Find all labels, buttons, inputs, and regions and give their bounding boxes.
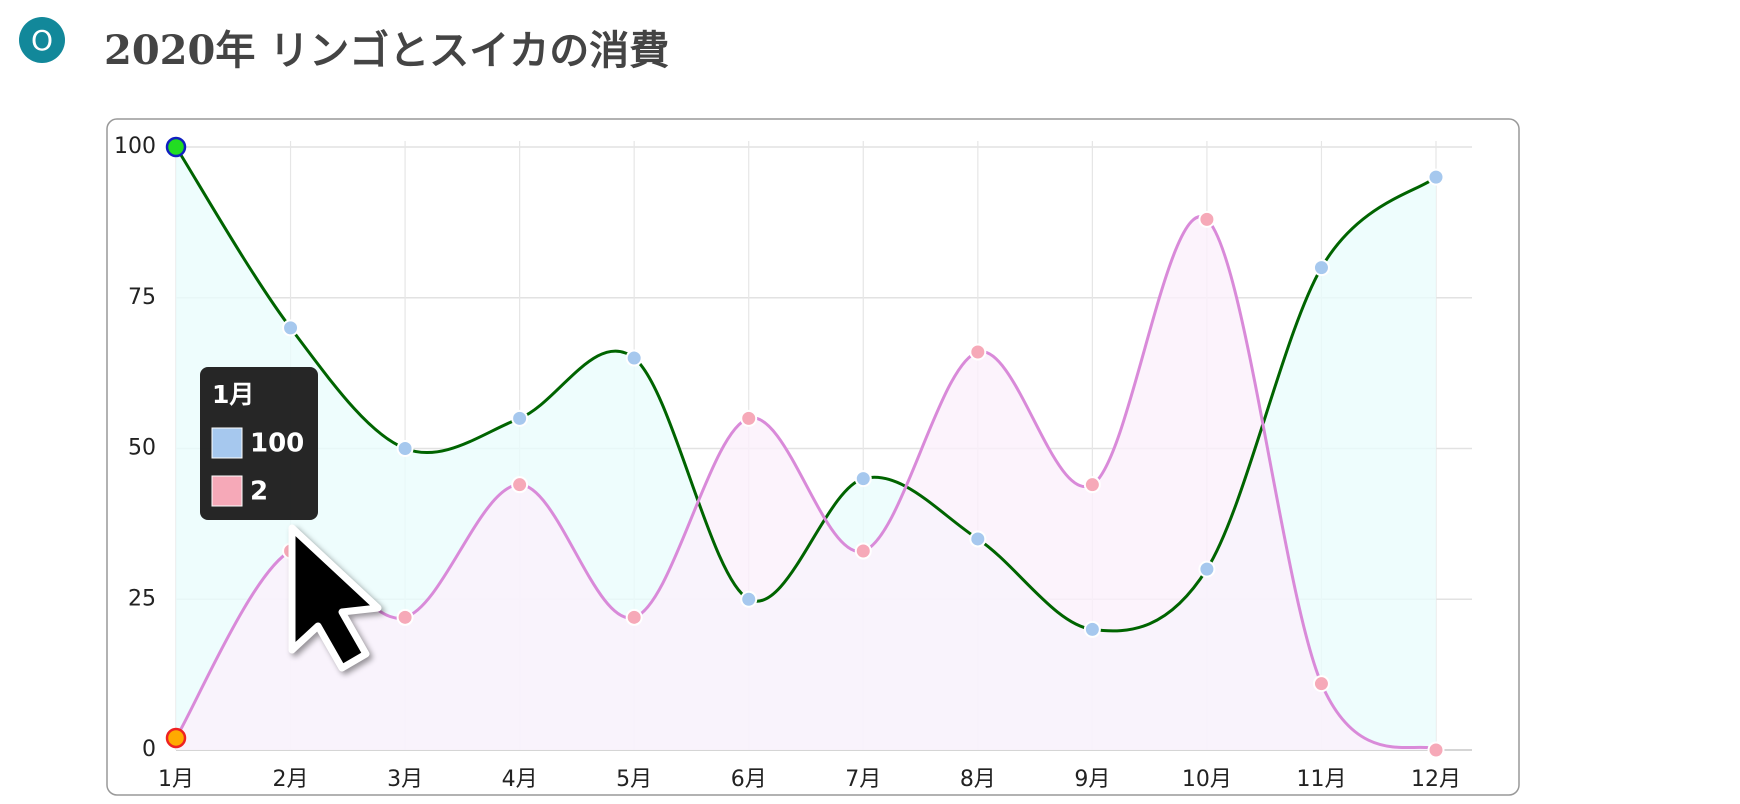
x-tick-label: 2月 — [273, 767, 309, 792]
y-tick-label: 50 — [128, 436, 156, 461]
series-line — [174, 146, 1437, 633]
point — [1198, 560, 1216, 578]
point — [625, 349, 643, 367]
y-tick-label: 100 — [114, 134, 156, 159]
badge-circle — [19, 17, 65, 63]
tooltip-swatch — [211, 475, 243, 507]
point — [1312, 675, 1330, 693]
point — [396, 608, 414, 626]
tooltip[interactable]: 1月 100 2 — [200, 367, 318, 520]
point — [1312, 259, 1330, 277]
x-tick-label: 7月 — [845, 767, 881, 792]
x-tick-label: 5月 — [616, 767, 652, 792]
point — [1083, 620, 1101, 638]
series-area — [176, 216, 1436, 751]
point — [1198, 210, 1216, 228]
tooltip-value: 2 — [250, 477, 268, 507]
x-tick-label: 9月 — [1074, 767, 1110, 792]
chart-title: 2020年 リンゴとスイカの消費 — [104, 27, 669, 74]
point — [854, 470, 872, 488]
x-tick-label: 4月 — [502, 767, 538, 792]
x-tick-label: 12月 — [1411, 767, 1461, 792]
tooltip-swatch — [211, 427, 243, 459]
y-tick-label: 25 — [128, 586, 156, 611]
point — [625, 608, 643, 626]
y-tick-label: 0 — [142, 737, 156, 762]
cursor — [288, 524, 382, 672]
highlighted-point — [165, 136, 187, 158]
y-tick-label: 75 — [128, 285, 156, 310]
point — [1427, 741, 1445, 759]
badge: O — [31, 24, 53, 57]
point — [282, 319, 300, 337]
point — [740, 590, 758, 608]
point — [511, 409, 529, 427]
point — [740, 409, 758, 427]
point — [1427, 168, 1445, 186]
point — [511, 476, 529, 494]
highlighted-point — [165, 727, 187, 749]
x-tick-label: 10月 — [1182, 767, 1232, 792]
point — [396, 440, 414, 457]
point — [1083, 476, 1101, 494]
x-tick-label: 6月 — [731, 767, 767, 792]
point — [969, 530, 987, 548]
plot: 0 25 50 75 100 1月 2月 3月 4月 5月 6月 7月 8月 9月 10月 11月 12月 — [114, 134, 1472, 792]
tooltip-title: 1月 — [212, 380, 254, 409]
x-tick-label: 8月 — [960, 767, 996, 792]
tooltip-value: 100 — [250, 429, 304, 459]
point — [854, 542, 872, 560]
point — [969, 343, 987, 361]
x-tick-label: 3月 — [387, 767, 423, 792]
x-tick-label: 11月 — [1296, 767, 1346, 792]
x-tick-label: 1月 — [158, 767, 194, 792]
